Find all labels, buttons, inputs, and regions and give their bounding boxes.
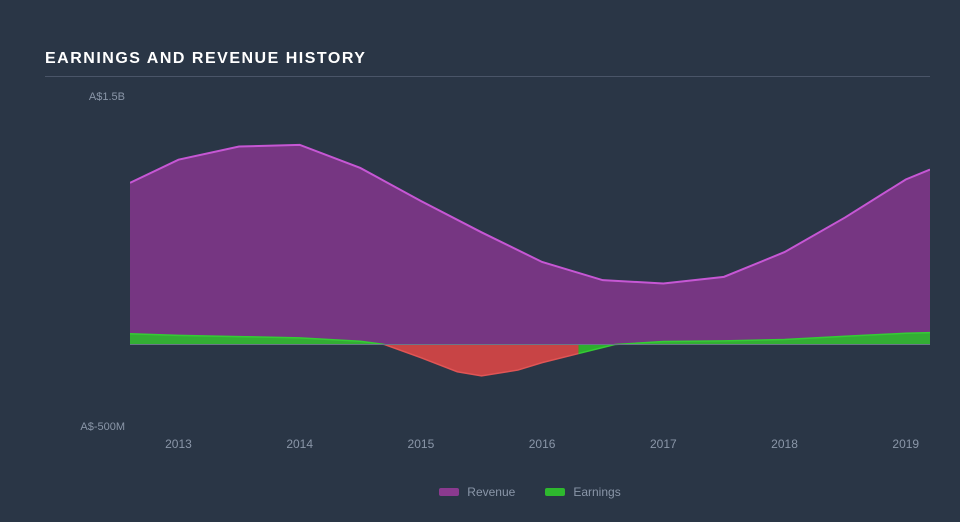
legend-swatch-revenue <box>439 488 459 496</box>
legend-label-revenue: Revenue <box>467 485 515 499</box>
legend-swatch-earnings <box>545 488 565 496</box>
x-tick-label: 2016 <box>529 437 556 451</box>
x-tick-label: 2017 <box>650 437 677 451</box>
chart-container: EARNINGS AND REVENUE HISTORY A$1.5B A$-50… <box>0 0 960 519</box>
y-tick-label: A$1.5B <box>89 91 125 103</box>
legend-item-revenue: Revenue <box>439 485 515 499</box>
x-tick-label: 2014 <box>286 437 313 451</box>
chart-area: A$1.5BA$-500M 20132014201520162017201820… <box>30 97 930 477</box>
y-tick-label: A$-500M <box>80 421 125 433</box>
x-tick-label: 2019 <box>892 437 919 451</box>
x-tick-label: 2015 <box>408 437 435 451</box>
x-tick-label: 2018 <box>771 437 798 451</box>
legend: Revenue Earnings <box>130 485 930 499</box>
chart-title: EARNINGS AND REVENUE HISTORY <box>45 50 930 68</box>
legend-item-earnings: Earnings <box>545 485 620 499</box>
plot-svg <box>130 97 930 427</box>
x-tick-label: 2013 <box>165 437 192 451</box>
legend-label-earnings: Earnings <box>573 485 620 499</box>
plot-region <box>130 97 930 427</box>
title-divider <box>45 76 930 77</box>
